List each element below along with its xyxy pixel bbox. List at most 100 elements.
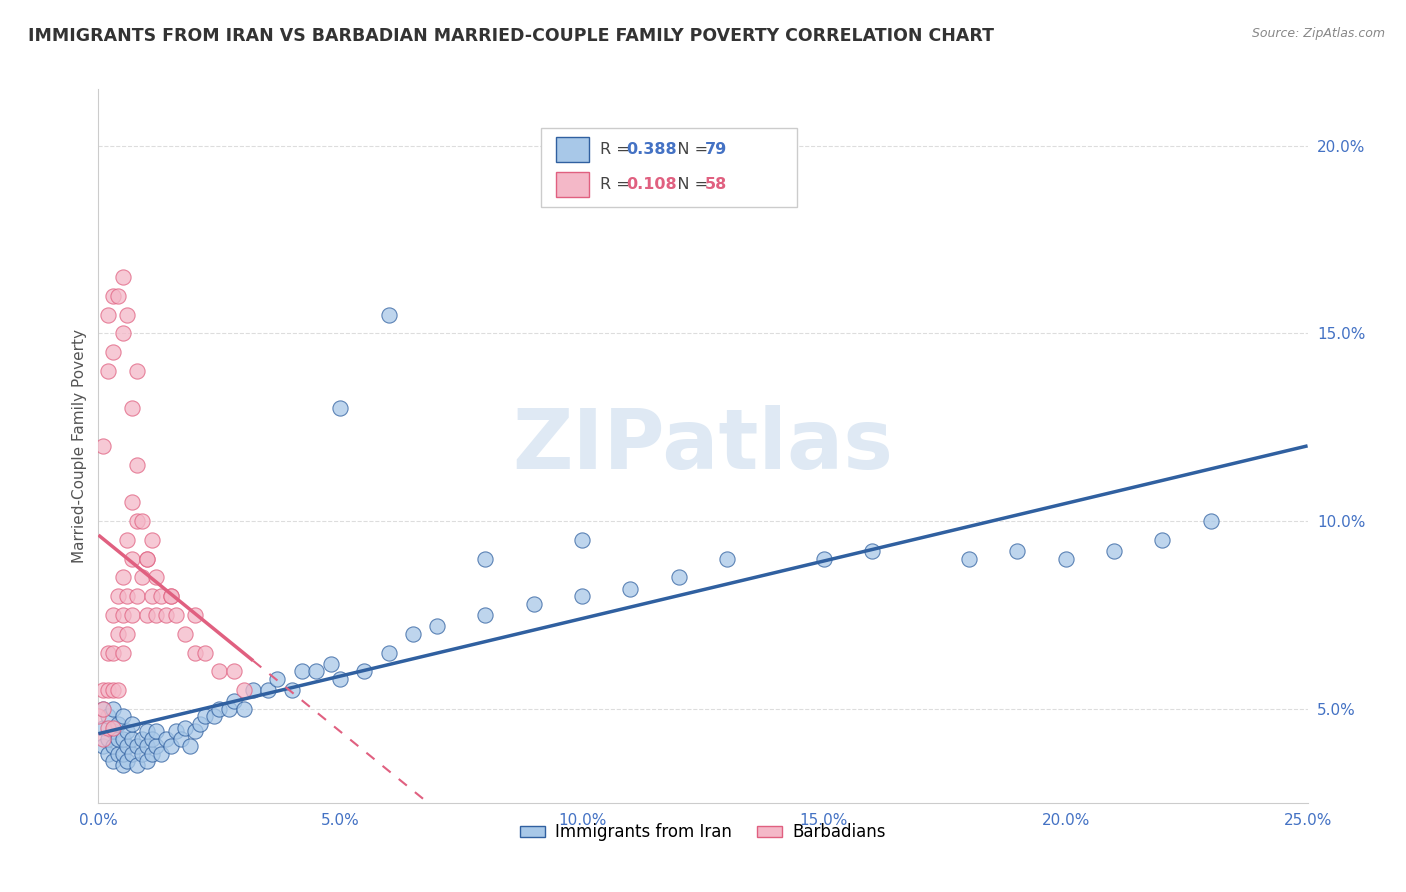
Point bbox=[91, 439, 114, 453]
Point bbox=[145, 570, 167, 584]
Point bbox=[155, 607, 177, 622]
Point bbox=[121, 607, 143, 622]
Point bbox=[1054, 551, 1077, 566]
Point bbox=[101, 289, 124, 303]
Point bbox=[111, 646, 134, 660]
Point bbox=[222, 694, 245, 708]
Point bbox=[266, 672, 288, 686]
Y-axis label: Married-Couple Family Poverty: Married-Couple Family Poverty bbox=[72, 329, 87, 563]
Point bbox=[305, 665, 328, 679]
Point bbox=[194, 646, 217, 660]
Point bbox=[716, 551, 738, 566]
Text: 0.388: 0.388 bbox=[627, 142, 678, 157]
Text: 79: 79 bbox=[706, 142, 727, 157]
Point bbox=[127, 589, 149, 603]
Point bbox=[194, 709, 217, 723]
Point bbox=[135, 607, 157, 622]
Point bbox=[1007, 544, 1029, 558]
Point bbox=[97, 646, 120, 660]
Point bbox=[101, 345, 124, 359]
Point bbox=[97, 747, 120, 761]
Point bbox=[107, 589, 129, 603]
Point bbox=[474, 607, 496, 622]
Point bbox=[107, 747, 129, 761]
Point bbox=[165, 607, 187, 622]
Text: R =: R = bbox=[600, 177, 634, 192]
Point bbox=[101, 607, 124, 622]
Point bbox=[402, 627, 425, 641]
Point bbox=[97, 683, 120, 698]
Point bbox=[135, 551, 157, 566]
Point bbox=[107, 289, 129, 303]
Point bbox=[91, 721, 114, 735]
Text: N =: N = bbox=[662, 142, 713, 157]
Point bbox=[91, 683, 114, 698]
Point bbox=[571, 533, 593, 547]
Point bbox=[97, 721, 120, 735]
Point bbox=[111, 747, 134, 761]
Point bbox=[174, 721, 197, 735]
Point bbox=[91, 731, 114, 746]
Point bbox=[184, 646, 207, 660]
Point bbox=[179, 739, 201, 754]
Point bbox=[141, 747, 163, 761]
Point bbox=[117, 724, 139, 739]
Text: IMMIGRANTS FROM IRAN VS BARBADIAN MARRIED-COUPLE FAMILY POVERTY CORRELATION CHAR: IMMIGRANTS FROM IRAN VS BARBADIAN MARRIE… bbox=[28, 27, 994, 45]
Point bbox=[571, 589, 593, 603]
Point bbox=[141, 731, 163, 746]
Point bbox=[121, 717, 143, 731]
Point bbox=[131, 747, 153, 761]
Point bbox=[668, 570, 690, 584]
Point bbox=[145, 724, 167, 739]
Point bbox=[127, 739, 149, 754]
Point bbox=[619, 582, 641, 596]
Point bbox=[523, 597, 546, 611]
Point bbox=[1102, 544, 1125, 558]
Point bbox=[91, 702, 114, 716]
Point bbox=[169, 731, 191, 746]
Point bbox=[117, 308, 139, 322]
Point bbox=[117, 533, 139, 547]
Point bbox=[1152, 533, 1174, 547]
Point bbox=[319, 657, 342, 671]
Point bbox=[860, 544, 883, 558]
Point bbox=[111, 709, 134, 723]
Point bbox=[121, 731, 143, 746]
Point bbox=[121, 551, 143, 566]
Text: 58: 58 bbox=[706, 177, 727, 192]
Point bbox=[208, 665, 231, 679]
Point bbox=[131, 731, 153, 746]
Point bbox=[174, 627, 197, 641]
Point bbox=[188, 717, 211, 731]
Point bbox=[107, 683, 129, 698]
Point bbox=[135, 724, 157, 739]
Point bbox=[97, 709, 120, 723]
Point bbox=[121, 401, 143, 416]
Point bbox=[107, 731, 129, 746]
Point bbox=[111, 270, 134, 285]
Point bbox=[101, 721, 124, 735]
Point bbox=[232, 702, 254, 716]
Point bbox=[184, 724, 207, 739]
Point bbox=[218, 702, 240, 716]
Text: N =: N = bbox=[662, 177, 713, 192]
Point bbox=[111, 607, 134, 622]
Point bbox=[290, 665, 312, 679]
Point bbox=[121, 747, 143, 761]
Point bbox=[184, 607, 207, 622]
Point bbox=[127, 758, 149, 772]
Point bbox=[97, 364, 120, 378]
Point bbox=[87, 709, 110, 723]
Point bbox=[117, 627, 139, 641]
Point bbox=[160, 589, 183, 603]
Point bbox=[155, 731, 177, 746]
Point bbox=[141, 589, 163, 603]
Point bbox=[127, 514, 149, 528]
Point bbox=[329, 401, 352, 416]
Point bbox=[426, 619, 449, 633]
Point bbox=[91, 739, 114, 754]
Point bbox=[101, 739, 124, 754]
Point bbox=[131, 570, 153, 584]
Point bbox=[135, 551, 157, 566]
Point bbox=[353, 665, 375, 679]
